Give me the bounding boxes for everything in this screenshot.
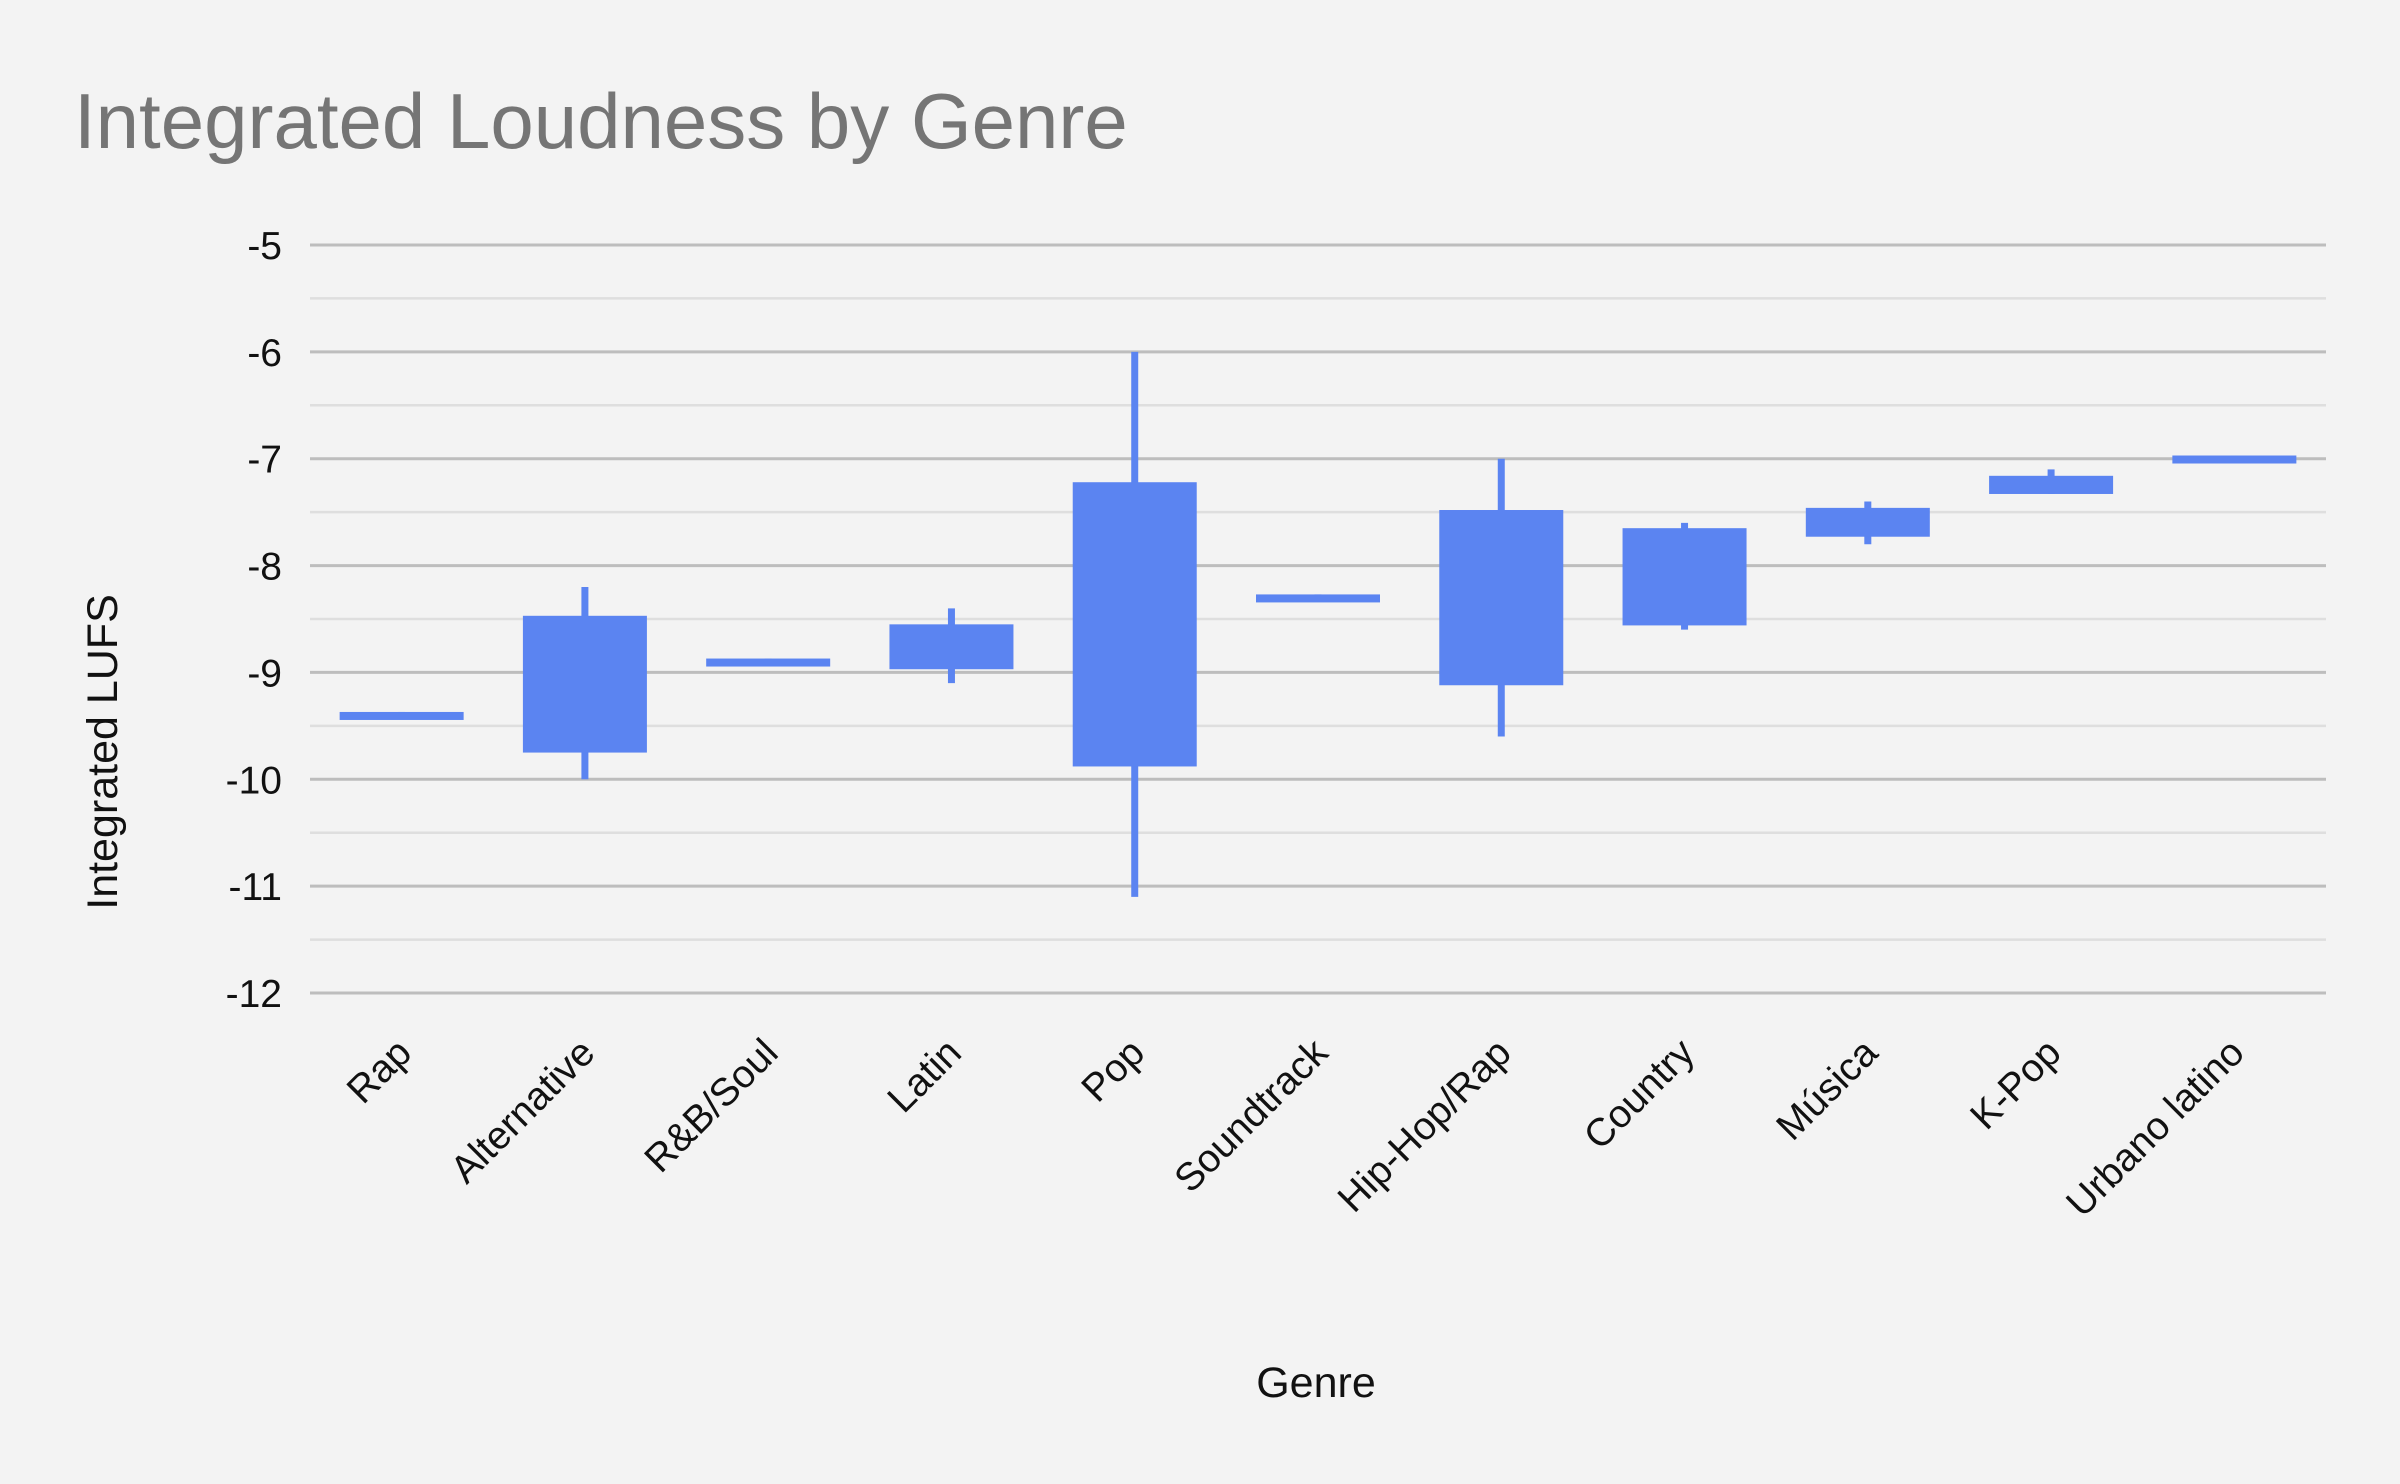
x-tick-label: R&B/Soul (637, 1031, 787, 1181)
candle (522, 586, 647, 780)
candle (706, 658, 831, 667)
candle-body (1256, 594, 1380, 603)
candle (339, 711, 464, 720)
x-tick-label: K-Pop (1962, 1031, 2069, 1138)
y-tick-label: -10 (226, 759, 282, 802)
x-axis-title: Genre (1256, 1359, 1376, 1407)
x-tick-label: Rap (339, 1031, 420, 1112)
y-axis-ticks: -5 -6 -7 -8 -9 -10 -11 -12 (226, 225, 282, 1016)
candle-body (1805, 507, 1930, 537)
x-tick-label: Urbano latino (2058, 1031, 2252, 1225)
x-tick-label: Alternative (443, 1031, 604, 1192)
candle-body (1072, 482, 1197, 767)
x-axis-ticks: Rap Alternative R&B/Soul Latin Pop Soundtrack… (339, 1031, 2253, 1226)
candle-body (1439, 510, 1564, 686)
candle (1989, 469, 2114, 494)
candle (1072, 351, 1197, 897)
y-tick-label: -12 (226, 973, 282, 1016)
candle (1622, 522, 1747, 630)
candles (339, 351, 2297, 897)
x-tick-label: Hip-Hop/Rap (1330, 1031, 1520, 1221)
chart-title: Integrated Loudness by Genre (74, 77, 1128, 165)
candle-body (2172, 455, 2297, 464)
candle-body (889, 624, 1014, 670)
candle (889, 608, 1014, 684)
candle-body (339, 711, 464, 720)
candle (1805, 501, 1930, 545)
y-tick-label: -6 (247, 332, 282, 375)
x-tick-label: Soundtrack (1166, 1031, 1336, 1201)
x-tick-label: Pop (1074, 1031, 1153, 1110)
x-tick-label: Música (1768, 1031, 1886, 1149)
y-tick-label: -5 (247, 225, 282, 268)
candle-body (522, 615, 647, 753)
candle (1256, 594, 1380, 603)
candle (2172, 455, 2297, 464)
x-tick-label: Latin (880, 1031, 970, 1121)
candle-body (1622, 528, 1747, 626)
y-tick-label: -11 (229, 866, 282, 909)
y-tick-label: -8 (247, 546, 282, 589)
candle (1439, 458, 1564, 737)
candle-body (1989, 475, 2114, 494)
y-axis-title: Integrated LUFS (79, 594, 127, 910)
candle-body (706, 658, 831, 667)
y-tick-label: -9 (247, 652, 282, 695)
y-tick-label: -7 (247, 439, 282, 482)
x-tick-label: Country (1576, 1031, 1703, 1158)
